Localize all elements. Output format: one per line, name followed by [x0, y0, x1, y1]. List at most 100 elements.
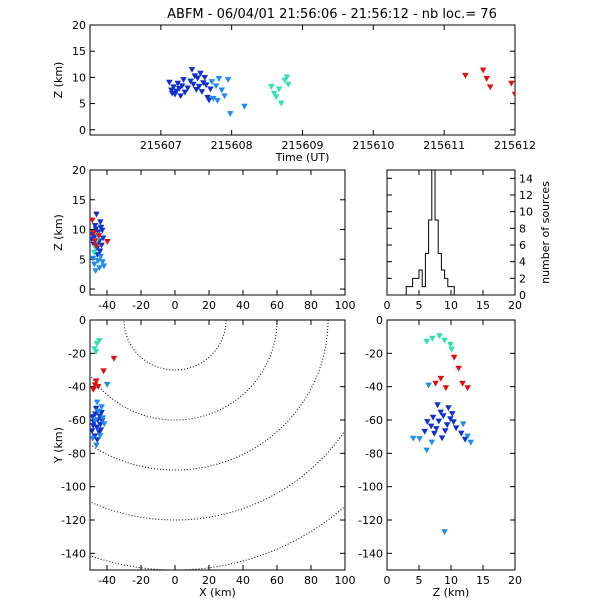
height-y-frame [386, 319, 516, 571]
source-point [168, 87, 175, 94]
panel-height-y: 0 5 10 15 20 -140 -120 -100 -80 -60 -40 -20 0 Z (km) [358, 314, 522, 599]
height-histogram-xtick-label: 20 [508, 299, 522, 312]
source-point [184, 85, 192, 92]
height-y-ytick-label: -80 [365, 447, 383, 460]
height-y-xtick-label: 5 [416, 574, 423, 587]
height-histogram-ytick-label: 14 [519, 172, 533, 185]
source-point [197, 70, 204, 77]
height-y-ytick-label: -40 [365, 381, 383, 394]
source-point [438, 435, 446, 442]
x-height-xtick-label: 0 [172, 299, 179, 312]
source-point [97, 253, 104, 260]
source-point [441, 529, 448, 536]
height-histogram-ytick-label: 8 [519, 222, 526, 235]
source-point [92, 243, 100, 250]
source-point [92, 405, 100, 412]
source-point [432, 380, 439, 387]
plan-view-xtick-label: 0 [172, 574, 179, 587]
source-point [99, 235, 107, 242]
source-point [190, 81, 197, 88]
source-point [208, 79, 216, 85]
source-point [96, 433, 104, 439]
plan-view-ytick-label: -20 [68, 347, 86, 360]
source-point [226, 111, 234, 117]
source-point [429, 414, 437, 421]
height-y-ytick-label: -140 [358, 547, 383, 560]
time-height-xtick-label: 215612 [494, 139, 536, 152]
source-point [423, 447, 430, 454]
height-histogram-ytick-label: 4 [519, 256, 526, 269]
x-height-ytick-label: 10 [72, 224, 86, 237]
x-height-points [90, 211, 111, 275]
source-point [90, 428, 96, 435]
source-point [93, 424, 101, 431]
time-height-xtick-label: 215607 [140, 139, 182, 152]
source-point [205, 97, 213, 104]
source-point [459, 421, 467, 428]
x-height-xtick-label: 40 [236, 299, 250, 312]
source-point [459, 380, 466, 387]
source-point [221, 93, 228, 100]
source-point [94, 258, 102, 264]
source-point [92, 349, 100, 355]
source-point [100, 263, 108, 270]
height-histogram-frame [386, 169, 516, 296]
source-point [100, 421, 108, 428]
source-point [464, 433, 471, 440]
source-point [428, 439, 436, 446]
source-point [188, 67, 196, 73]
time-height-xtick-label: 215610 [352, 139, 394, 152]
time-height-xtick-label: 215609 [282, 139, 324, 152]
source-point [285, 81, 292, 88]
source-point [450, 419, 457, 426]
height-y-ytick-label: -60 [365, 414, 383, 427]
height-histogram-xtick-label: 15 [476, 299, 490, 312]
source-point [99, 415, 107, 422]
time-height-ytick-label: 20 [72, 19, 86, 32]
source-point [425, 382, 432, 389]
source-point [95, 229, 102, 236]
source-point [431, 430, 438, 437]
source-point [95, 233, 103, 239]
source-point [429, 335, 436, 342]
height-histogram-xtick-label: 10 [444, 299, 458, 312]
source-point [90, 230, 97, 236]
height-histogram-ytick-label: 10 [519, 206, 533, 219]
source-point [436, 333, 443, 340]
source-point [457, 430, 465, 437]
height-y-xtick-label: 10 [444, 574, 458, 587]
source-point [195, 83, 203, 90]
source-point [177, 93, 184, 100]
source-point [95, 338, 103, 344]
time-height-xtick-label: 215608 [211, 139, 253, 152]
source-point [94, 437, 101, 444]
source-point [450, 354, 458, 361]
source-point [90, 386, 97, 393]
time-height-ytick-label: 15 [72, 45, 86, 58]
source-point [91, 417, 99, 424]
plan-view-ytick-label: -120 [61, 514, 86, 527]
plan-view-xlabel: X (km) [199, 586, 236, 599]
source-point [92, 268, 99, 275]
source-point [91, 238, 99, 245]
plan-view-ylabel: Y (km) [52, 427, 65, 464]
source-point [443, 422, 451, 429]
source-point [104, 239, 111, 245]
x-height-xtick-label: -40 [98, 299, 116, 312]
plan-view-xtick-label: 80 [304, 574, 318, 587]
source-point [175, 85, 183, 92]
source-point [90, 435, 97, 442]
source-point [91, 261, 98, 268]
source-point [178, 83, 186, 90]
plan-view-xtick-label: 60 [270, 574, 284, 587]
source-point [424, 419, 431, 425]
source-point [181, 89, 189, 96]
source-point [103, 381, 111, 388]
source-point [94, 383, 102, 390]
source-point [91, 346, 98, 353]
source-point [281, 77, 289, 84]
source-point [97, 224, 105, 231]
source-point [218, 87, 226, 94]
